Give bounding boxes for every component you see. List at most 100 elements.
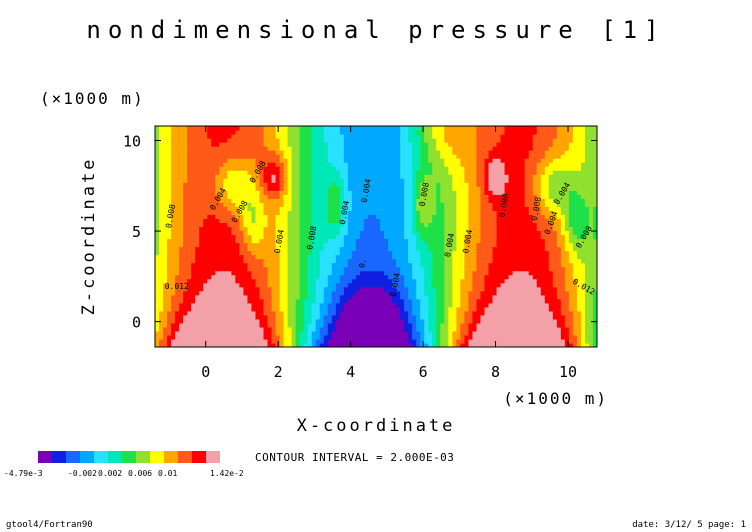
contour-cell xyxy=(259,218,265,224)
contour-cell xyxy=(163,222,168,228)
contour-cell xyxy=(432,262,437,268)
contour-cell xyxy=(311,258,317,264)
contour-cell xyxy=(339,198,345,203)
contour-cell xyxy=(315,238,321,244)
contour-cell xyxy=(327,238,333,244)
contour-cell xyxy=(275,166,281,171)
contour-cell xyxy=(428,158,433,163)
contour-cell xyxy=(416,138,421,143)
contour-cell xyxy=(472,186,478,191)
contour-cell xyxy=(420,326,425,332)
contour-cell xyxy=(371,226,377,232)
contour-cell xyxy=(247,166,253,171)
contour-cell xyxy=(448,338,453,344)
contour-cell xyxy=(155,186,160,191)
contour-cell xyxy=(319,154,325,159)
contour-cell xyxy=(492,290,498,296)
contour-cell xyxy=(472,334,478,340)
contour-cell xyxy=(215,246,220,252)
contour-cell xyxy=(227,210,232,215)
contour-cell xyxy=(371,154,377,159)
contour-cell xyxy=(227,162,232,167)
contour-cell xyxy=(299,318,305,324)
contour-cell xyxy=(199,174,204,179)
contour-cell xyxy=(404,238,409,244)
contour-cell xyxy=(408,194,413,199)
contour-cell xyxy=(315,286,321,292)
contour-cell xyxy=(303,310,309,316)
contour-cell xyxy=(183,182,188,187)
contour-cell xyxy=(476,338,482,344)
contour-cell xyxy=(299,330,305,336)
contour-cell xyxy=(311,318,317,324)
contour-cell xyxy=(496,174,502,179)
contour-cell xyxy=(347,278,353,284)
contour-cell xyxy=(492,294,498,300)
contour-cell xyxy=(400,202,405,207)
contour-cell xyxy=(339,298,345,304)
contour-cell xyxy=(215,214,220,220)
contour-cell xyxy=(496,154,502,159)
contour-cell xyxy=(251,298,257,304)
contour-cell xyxy=(380,294,385,300)
contour-cell xyxy=(376,130,381,135)
contour-cell xyxy=(287,190,293,195)
contour-cell xyxy=(404,166,409,171)
contour-cell xyxy=(476,218,482,224)
contour-cell xyxy=(456,314,461,320)
contour-cell xyxy=(516,226,522,232)
contour-cell xyxy=(255,298,261,304)
contour-cell xyxy=(516,282,522,288)
contour-cell xyxy=(315,222,321,228)
contour-cell xyxy=(203,310,208,316)
contour-cell xyxy=(452,342,457,347)
contour-cell xyxy=(384,170,389,175)
contour-cell xyxy=(376,258,381,264)
contour-cell xyxy=(404,222,409,228)
contour-cell xyxy=(255,338,261,344)
contour-cell xyxy=(311,282,317,288)
contour-cell xyxy=(500,142,506,147)
contour-cell xyxy=(207,310,212,316)
contour-cell xyxy=(323,198,329,203)
contour-cell xyxy=(163,126,168,131)
contour-cell xyxy=(255,142,261,147)
contour-cell xyxy=(476,274,482,280)
contour-cell xyxy=(327,178,333,183)
contour-cell xyxy=(239,198,244,203)
contour-cell xyxy=(311,234,317,240)
contour-cell xyxy=(512,286,518,292)
contour-cell xyxy=(211,146,216,151)
contour-cell xyxy=(291,334,297,340)
contour-cell xyxy=(183,186,188,191)
contour-cell xyxy=(512,154,518,159)
contour-cell xyxy=(343,262,349,268)
contour-cell xyxy=(187,298,192,304)
contour-cell xyxy=(456,214,461,220)
contour-cell xyxy=(179,294,184,300)
contour-cell xyxy=(211,334,216,340)
contour-cell xyxy=(472,194,478,199)
contour-cell xyxy=(484,222,490,228)
contour-cell xyxy=(339,158,345,163)
contour-cell xyxy=(484,142,490,147)
contour-cell xyxy=(448,226,453,232)
contour-cell xyxy=(155,182,160,187)
contour-cell xyxy=(311,266,317,272)
contour-cell xyxy=(303,146,309,151)
contour-cell xyxy=(219,170,224,175)
contour-cell xyxy=(404,154,409,159)
contour-cell xyxy=(464,298,470,304)
contour-cell xyxy=(408,286,413,292)
contour-cell xyxy=(347,226,353,232)
contour-cell xyxy=(323,218,329,224)
contour-cell xyxy=(480,222,486,228)
contour-cell xyxy=(420,290,425,296)
contour-cell xyxy=(275,258,281,264)
contour-cell xyxy=(295,286,301,292)
contour-cell xyxy=(231,202,236,207)
contour-cell xyxy=(472,270,478,276)
contour-cell xyxy=(488,294,494,300)
contour-cell xyxy=(335,254,341,260)
contour-cell xyxy=(480,270,486,276)
